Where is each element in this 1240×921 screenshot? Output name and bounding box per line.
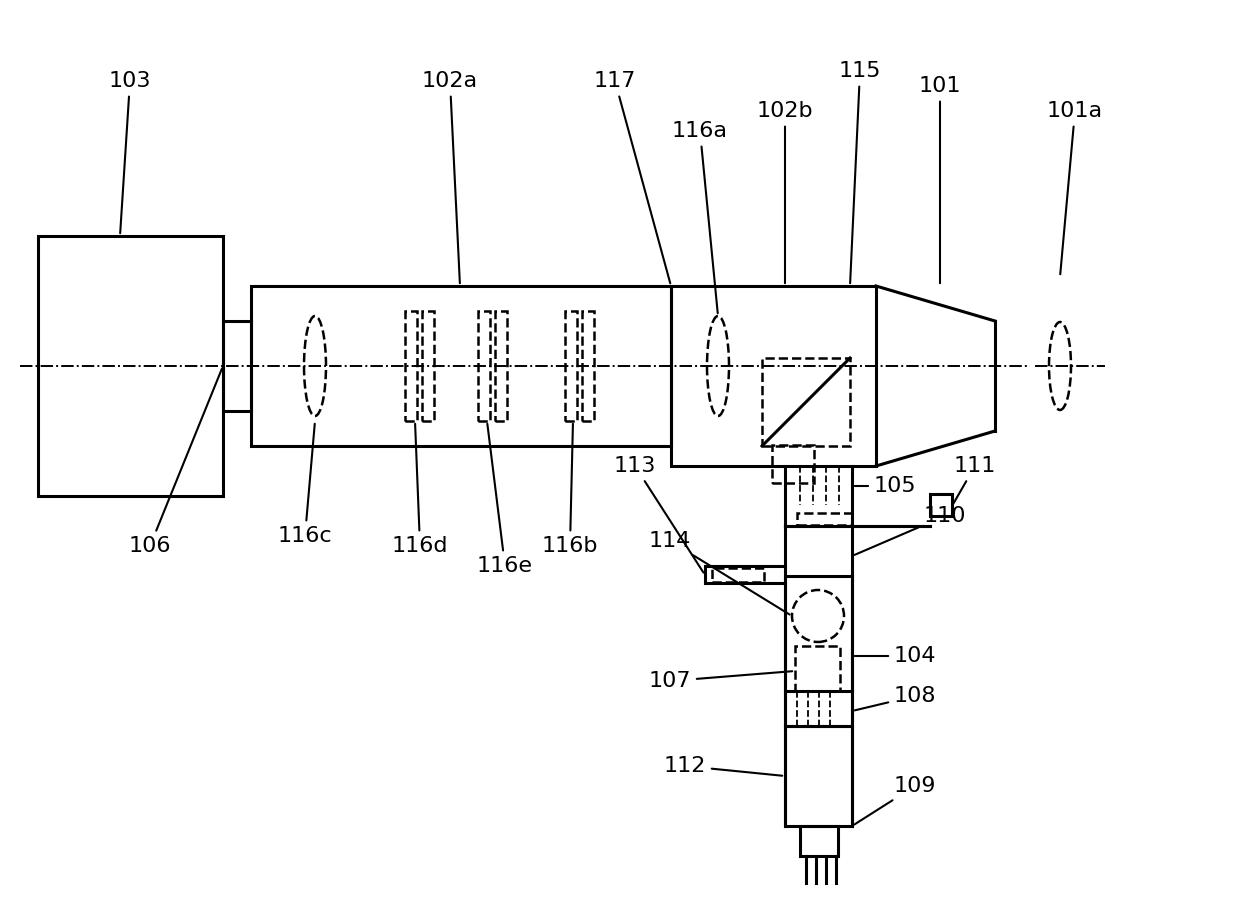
Bar — [797, 513, 852, 525]
Text: 103: 103 — [109, 71, 151, 233]
Bar — [38, 236, 223, 496]
Bar — [795, 646, 839, 691]
Text: 117: 117 — [594, 71, 671, 284]
Text: 116e: 116e — [477, 424, 533, 576]
Bar — [930, 494, 952, 516]
Bar — [763, 358, 849, 446]
Text: 115: 115 — [838, 61, 882, 284]
Text: 101a: 101a — [1047, 101, 1104, 274]
Bar — [785, 576, 852, 726]
Bar — [405, 311, 417, 421]
Text: 116a: 116a — [672, 121, 728, 313]
Bar — [250, 286, 671, 446]
Text: 104: 104 — [854, 646, 936, 666]
Bar — [671, 286, 875, 466]
Bar — [712, 568, 764, 582]
Bar — [800, 826, 838, 856]
Text: 109: 109 — [854, 776, 936, 824]
Text: 112: 112 — [663, 756, 782, 776]
Bar — [785, 726, 852, 826]
Bar — [477, 311, 490, 421]
Text: 111: 111 — [954, 456, 996, 504]
Bar — [773, 445, 813, 483]
Bar — [582, 311, 594, 421]
Text: 102a: 102a — [422, 71, 479, 284]
Bar — [565, 311, 577, 421]
Text: 116b: 116b — [542, 424, 598, 556]
Text: 107: 107 — [649, 671, 792, 691]
Text: 113: 113 — [614, 456, 703, 573]
Text: 116d: 116d — [392, 424, 448, 556]
Text: 105: 105 — [854, 476, 916, 496]
Text: 106: 106 — [129, 368, 222, 556]
Bar — [495, 311, 507, 421]
Text: 102b: 102b — [756, 101, 813, 284]
Text: 101: 101 — [919, 76, 961, 284]
Text: 116c: 116c — [278, 424, 332, 546]
Bar — [422, 311, 434, 421]
Bar — [223, 321, 250, 411]
Text: 114: 114 — [649, 531, 790, 614]
Text: 110: 110 — [854, 506, 966, 555]
Text: 108: 108 — [854, 686, 936, 710]
